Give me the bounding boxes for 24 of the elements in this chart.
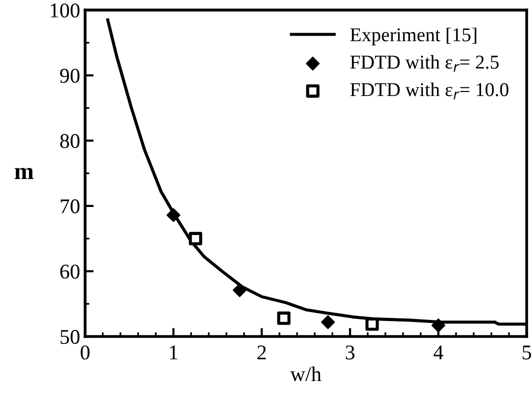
- point: [188, 232, 202, 246]
- x-tick-label: 3: [346, 346, 354, 360]
- x-tick-label: 1: [170, 346, 178, 360]
- y-tick-label: 90: [60, 68, 80, 83]
- x-tick-label: 2: [257, 346, 266, 360]
- legend-label: Experiment [15]: [350, 28, 476, 46]
- point: [232, 283, 247, 298]
- y-tick-label: 60: [60, 264, 80, 279]
- y-tick-label: 100: [50, 3, 80, 18]
- point: [365, 317, 379, 331]
- legend-label: FDTD with ε$_{r}$= 10.0: [350, 82, 508, 100]
- x-tick-label: 5: [522, 346, 532, 360]
- y-tick-label: 50: [60, 330, 80, 344]
- y-tick-label: 80: [60, 134, 80, 148]
- y-axis-title: m: [14, 168, 34, 179]
- point: [277, 312, 290, 325]
- legend-label: FDTD with ε$_{r}$= 2.5: [350, 55, 499, 72]
- x-axis-title: w/h: [290, 366, 322, 382]
- point: [321, 315, 335, 330]
- point: [166, 208, 180, 222]
- y-tick-label: 70: [60, 199, 80, 214]
- x-tick-label: 0: [80, 345, 90, 360]
- point: [431, 318, 446, 332]
- x-tick-label: 4: [434, 346, 444, 360]
